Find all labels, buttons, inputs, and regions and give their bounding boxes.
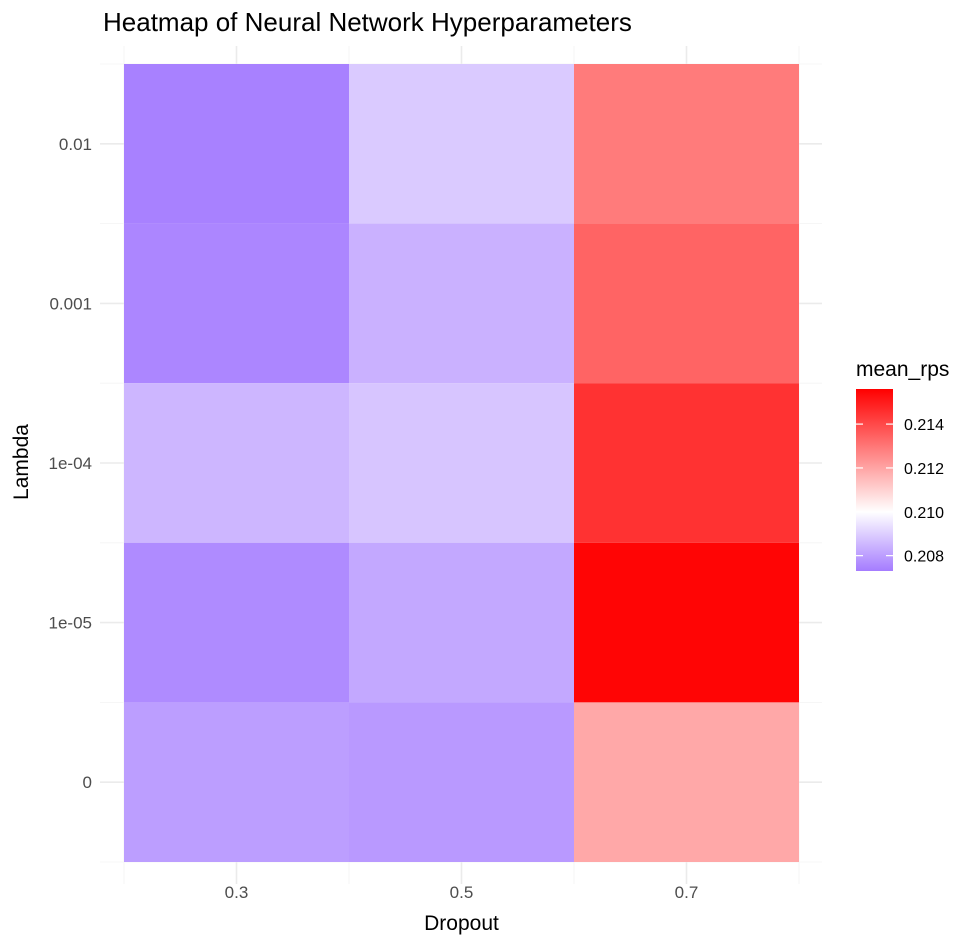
heatmap-tile [124, 383, 349, 543]
x-axis-title: Dropout [424, 912, 499, 935]
chart-title: Heatmap of Neural Network Hyperparameter… [103, 7, 632, 37]
y-tick-label: 0 [83, 773, 92, 792]
x-tick-label: 0.3 [225, 883, 249, 902]
heatmap-tile [349, 542, 574, 703]
heatmap-tiles [124, 64, 799, 862]
y-tick-label: 0.001 [49, 294, 92, 313]
y-axis-title: Lambda [10, 424, 33, 500]
heatmap-tile [349, 223, 574, 384]
x-tick-label: 0.7 [675, 883, 699, 902]
heatmap-tile [574, 542, 799, 703]
heatmap-tile [124, 542, 349, 703]
heatmap-tile [124, 702, 349, 862]
legend-color-bar [856, 389, 893, 571]
x-axis-ticks: 0.3 0.5 0.7 [225, 883, 699, 902]
legend-tick-label: 0.212 [904, 461, 944, 478]
legend-ticks: 0.208 0.210 0.212 0.214 [856, 417, 944, 566]
heatmap-tile [574, 383, 799, 543]
heatmap-tile [574, 64, 799, 224]
y-tick-label: 1e-04 [49, 454, 92, 473]
legend-title: mean_rps [856, 358, 949, 381]
heatmap-tile [574, 223, 799, 384]
heatmap-tile [349, 383, 574, 543]
heatmap-tile [349, 64, 574, 224]
heatmap-tile [124, 64, 349, 224]
legend-tick-label: 0.208 [904, 549, 944, 566]
y-axis-ticks: 0 1e-05 1e-04 0.001 0.01 [49, 135, 92, 792]
heatmap-tile [124, 223, 349, 384]
legend-tick-label: 0.210 [904, 505, 944, 522]
x-tick-label: 0.5 [450, 883, 474, 902]
color-legend: mean_rps 0.208 0.210 0.212 0.214 [856, 358, 949, 571]
y-tick-label: 0.01 [59, 135, 92, 154]
heatmap-tile [574, 702, 799, 862]
legend-tick-label: 0.214 [904, 417, 944, 434]
y-tick-label: 1e-05 [49, 614, 92, 633]
heatmap-tile [349, 702, 574, 862]
